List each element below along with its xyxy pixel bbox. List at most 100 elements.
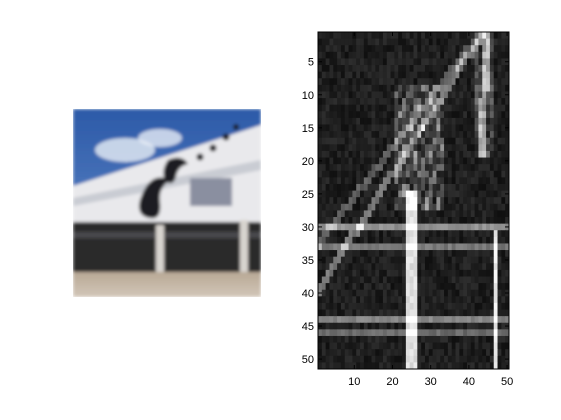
heatmap-cell xyxy=(375,263,380,271)
heatmap-cell xyxy=(356,91,361,99)
heatmap-cell xyxy=(417,335,422,343)
heatmap-cell xyxy=(440,183,445,191)
heatmap-cell xyxy=(463,84,468,92)
heatmap-cell xyxy=(382,256,388,264)
heatmap-cell xyxy=(386,250,391,258)
heatmap-cell xyxy=(360,223,365,231)
heatmap-cell xyxy=(478,276,483,284)
heatmap-cell xyxy=(344,217,349,225)
heatmap-cell xyxy=(413,243,418,251)
heatmap-cell xyxy=(337,104,342,112)
heatmap-cell xyxy=(390,203,395,211)
heatmap-cell xyxy=(501,38,506,46)
heatmap-cell xyxy=(466,217,472,225)
heatmap-cell xyxy=(455,316,460,324)
heatmap-cell xyxy=(382,111,388,119)
heatmap-cell xyxy=(337,190,342,198)
heatmap-cell xyxy=(325,203,330,211)
heatmap-cell xyxy=(360,58,365,66)
heatmap-cell xyxy=(413,38,418,46)
heatmap-cell xyxy=(379,84,384,92)
heatmap-cell xyxy=(325,269,330,277)
heatmap-cell xyxy=(367,91,372,99)
heatmap-cell xyxy=(344,91,349,99)
heatmap-cell xyxy=(482,71,487,79)
heatmap-cell xyxy=(360,316,365,324)
heatmap-cell xyxy=(379,210,384,218)
heatmap-cell xyxy=(417,302,422,310)
heatmap-cell xyxy=(455,45,460,53)
heatmap-cell xyxy=(417,98,422,106)
heatmap-cell xyxy=(451,197,456,205)
heatmap-cell xyxy=(417,362,422,369)
heatmap-cell xyxy=(321,283,327,291)
heatmap-cell xyxy=(360,283,365,291)
heatmap-cell xyxy=(379,71,384,79)
heatmap-cell xyxy=(318,217,323,225)
heatmap-cell xyxy=(386,144,391,152)
heatmap-cell xyxy=(409,150,414,158)
heatmap-cell xyxy=(363,71,369,79)
heatmap-cell xyxy=(474,78,479,86)
heatmap-cell xyxy=(325,197,330,205)
heatmap-cell xyxy=(486,58,491,66)
heatmap-cell xyxy=(432,250,437,258)
heatmap-cell xyxy=(497,302,502,310)
heatmap-cell xyxy=(386,164,391,172)
heatmap-cell xyxy=(451,230,456,238)
heatmap-cell xyxy=(409,349,414,357)
heatmap-cell xyxy=(436,137,441,145)
heatmap-cell xyxy=(432,309,437,317)
heatmap-cell xyxy=(409,256,414,264)
heatmap-cell xyxy=(379,170,384,178)
heatmap-cell xyxy=(371,349,376,357)
heatmap-cell xyxy=(421,78,426,86)
heatmap-cell xyxy=(455,144,460,152)
heatmap-cell xyxy=(348,144,353,152)
heatmap-cell xyxy=(340,302,346,310)
heatmap-cell xyxy=(424,230,430,238)
heatmap-cell xyxy=(352,309,357,317)
heatmap-cell xyxy=(352,335,357,343)
heatmap-cell xyxy=(489,104,495,112)
heatmap-cell xyxy=(321,250,327,258)
heatmap-cell xyxy=(394,38,399,46)
heatmap-cell xyxy=(337,111,342,119)
heatmap-cell xyxy=(455,150,460,158)
heatmap-cell xyxy=(363,164,369,172)
heatmap-cell xyxy=(424,157,430,165)
heatmap-cell xyxy=(337,164,342,172)
heatmap-cell xyxy=(318,296,323,304)
heatmap-cell xyxy=(486,342,491,350)
heatmap-cell xyxy=(466,71,472,79)
heatmap-cell xyxy=(417,38,422,46)
heatmap-cell xyxy=(413,289,418,297)
heatmap-cell xyxy=(386,84,391,92)
heatmap-cell xyxy=(466,45,472,53)
heatmap-cell xyxy=(428,58,433,66)
heatmap-cell xyxy=(478,283,483,291)
heatmap-cell xyxy=(432,164,437,172)
heatmap-cell xyxy=(371,84,376,92)
heatmap-cell xyxy=(424,32,430,40)
heatmap-cell xyxy=(505,111,509,119)
heatmap-cell xyxy=(440,91,445,99)
heatmap-cell xyxy=(482,283,487,291)
heatmap-cell xyxy=(459,217,464,225)
heatmap-cell xyxy=(424,223,430,231)
heatmap-cell xyxy=(493,78,498,86)
heatmap-cell xyxy=(344,276,349,284)
heatmap-cell xyxy=(436,349,441,357)
heatmap-cell xyxy=(348,243,353,251)
heatmap-cell xyxy=(375,203,380,211)
heatmap-cell xyxy=(352,38,357,46)
heatmap-cell xyxy=(337,203,342,211)
heatmap-cell xyxy=(363,243,369,251)
heatmap-cell xyxy=(444,309,449,317)
heatmap-cell xyxy=(432,203,437,211)
heatmap-cell xyxy=(325,349,330,357)
heatmap-cell xyxy=(501,183,506,191)
heatmap-cell xyxy=(440,335,445,343)
heatmap-cell xyxy=(398,355,403,363)
heatmap-cell xyxy=(478,71,483,79)
